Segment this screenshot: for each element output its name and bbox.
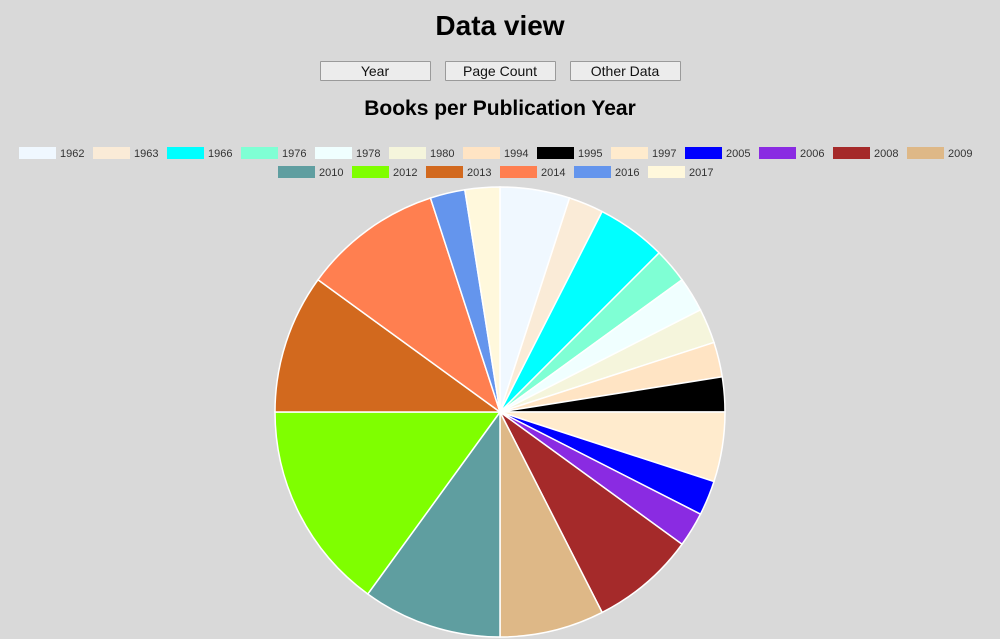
pie-slice-2008[interactable] <box>499 411 684 614</box>
legend-item-1997[interactable]: 1997 <box>611 147 676 160</box>
legend-swatch-2006 <box>759 147 796 159</box>
legend-label-2014: 2014 <box>541 167 565 179</box>
legend-item-1963[interactable]: 1963 <box>93 147 158 160</box>
legend-swatch-2008 <box>833 147 870 159</box>
legend-label-2010: 2010 <box>319 167 343 179</box>
legend-label-2006: 2006 <box>800 148 824 160</box>
legend-item-2017[interactable]: 2017 <box>648 166 713 179</box>
legend-swatch-2010 <box>278 166 315 178</box>
legend-item-2012[interactable]: 2012 <box>352 166 417 179</box>
legend-swatch-2005 <box>685 147 722 159</box>
legend-swatch-2014 <box>500 166 537 178</box>
legend-swatch-1976 <box>241 147 278 159</box>
legend-item-2016[interactable]: 2016 <box>574 166 639 179</box>
legend-label-2013: 2013 <box>467 167 491 179</box>
legend-item-1962[interactable]: 1962 <box>19 147 84 160</box>
legend-swatch-1995 <box>537 147 574 159</box>
legend-swatch-2016 <box>574 166 611 178</box>
pie-slices <box>274 186 726 638</box>
chart-legend: 1962 1963 1966 1976 1978 1980 1994 1995 1997 2005… <box>19 147 972 179</box>
legend-label-2017: 2017 <box>689 167 713 179</box>
legend-label-1963: 1963 <box>134 148 158 160</box>
legend-item-1994[interactable]: 1994 <box>463 147 528 160</box>
legend-item-2010[interactable]: 2010 <box>278 166 343 179</box>
legend-swatch-1966 <box>167 147 204 159</box>
legend-label-2012: 2012 <box>393 167 417 179</box>
legend-swatch-1963 <box>93 147 130 159</box>
legend-swatch-2013 <box>426 166 463 178</box>
legend-label-1995: 1995 <box>578 148 602 160</box>
year-button[interactable]: Year <box>319 61 431 81</box>
other-data-button[interactable]: Other Data <box>569 61 681 81</box>
legend-label-2008: 2008 <box>874 148 898 160</box>
legend-item-1966[interactable]: 1966 <box>167 147 232 160</box>
legend-item-2005[interactable]: 2005 <box>685 147 750 160</box>
legend-swatch-1978 <box>315 147 352 159</box>
legend-item-2006[interactable]: 2006 <box>759 147 824 160</box>
legend-label-2009: 2009 <box>948 148 972 160</box>
legend-swatch-2012 <box>352 166 389 178</box>
legend-item-2014[interactable]: 2014 <box>500 166 565 179</box>
legend-label-1980: 1980 <box>430 148 454 160</box>
legend-item-1978[interactable]: 1978 <box>315 147 380 160</box>
pie-slice-2013[interactable] <box>274 278 503 413</box>
legend-label-1978: 1978 <box>356 148 380 160</box>
legend-label-1997: 1997 <box>652 148 676 160</box>
legend-label-1976: 1976 <box>282 148 306 160</box>
pie-slice-2014[interactable] <box>316 197 502 414</box>
legend-item-2008[interactable]: 2008 <box>833 147 898 160</box>
legend-item-2009[interactable]: 2009 <box>907 147 972 160</box>
legend-swatch-1994 <box>463 147 500 159</box>
legend-swatch-1962 <box>19 147 56 159</box>
legend-item-1995[interactable]: 1995 <box>537 147 602 160</box>
legend-item-1980[interactable]: 1980 <box>389 147 454 160</box>
legend-item-1976[interactable]: 1976 <box>241 147 306 160</box>
page-title: Data view <box>435 10 565 41</box>
view-toggle-buttons: Year Page Count Other Data <box>0 61 1000 81</box>
legend-label-2005: 2005 <box>726 148 750 160</box>
legend-swatch-2017 <box>648 166 685 178</box>
pie-slice-2010[interactable] <box>366 409 501 638</box>
legend-swatch-2009 <box>907 147 944 159</box>
pie-slice-2012[interactable] <box>274 411 502 596</box>
pie-slice-2017[interactable] <box>463 186 501 413</box>
legend-label-1962: 1962 <box>60 148 84 160</box>
legend-swatch-1980 <box>389 147 426 159</box>
legend-swatch-1997 <box>611 147 648 159</box>
legend-label-1966: 1966 <box>208 148 232 160</box>
pie-slice-2009[interactable] <box>499 411 604 638</box>
page-count-button[interactable]: Page Count <box>444 61 556 81</box>
legend-label-1994: 1994 <box>504 148 528 160</box>
legend-label-2016: 2016 <box>615 167 639 179</box>
legend-item-2013[interactable]: 2013 <box>426 166 491 179</box>
chart-title: Books per Publication Year <box>364 97 636 120</box>
